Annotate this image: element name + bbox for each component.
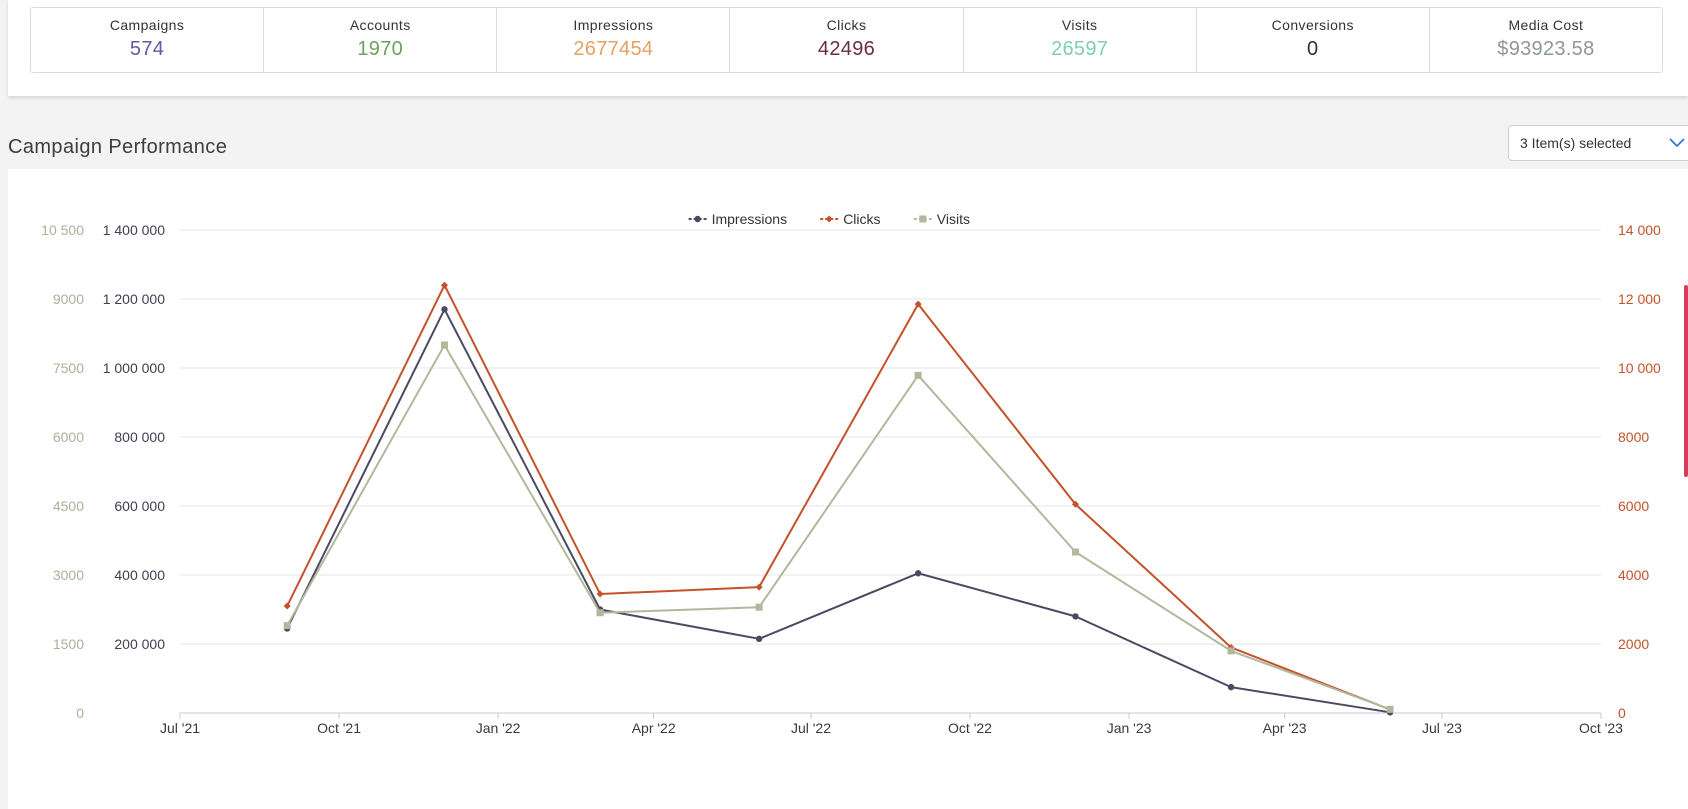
y-left-inner-tick-label: 1 400 000 — [103, 222, 165, 238]
series-line-impressions — [286, 308, 1391, 714]
campaign-performance-chart-panel: Jul '21 Oct '21 Jan '22 Apr '22 Jul '22 Oct '… — [8, 169, 1688, 809]
y-left-outer-tick-label: 10 500 — [41, 222, 84, 238]
kpi-impressions: Impressions 2677454 — [497, 8, 731, 72]
series-select-label: 3 Item(s) selected — [1520, 135, 1632, 151]
kpi-value: 26597 — [1051, 38, 1109, 60]
kpi-visits: Visits 26597 — [964, 8, 1197, 72]
kpi-media-cost: Media Cost $93923.58 — [1430, 8, 1662, 72]
y-right-tick-label: 14 000 — [1618, 222, 1661, 238]
x-tick-label: Oct '22 — [948, 720, 992, 736]
x-tick-label: Oct '21 — [317, 720, 361, 736]
kpi-label: Impressions — [573, 17, 654, 33]
kpi-label: Accounts — [349, 17, 411, 33]
legend-marker-clicks — [825, 215, 833, 223]
data-point-visits — [1071, 548, 1079, 556]
data-point-clicks — [914, 300, 922, 308]
y-left-inner-tick-label: 400 000 — [114, 567, 165, 583]
section-title: Campaign Performance — [8, 136, 228, 158]
chevron-down-icon — [1669, 138, 1685, 148]
kpi-value: 42496 — [817, 38, 876, 60]
kpi-label: Media Cost — [1508, 17, 1584, 33]
data-point-clicks — [755, 583, 763, 591]
y-right-tick-label: 2000 — [1618, 636, 1649, 652]
y-left-inner-tick-label: 1 000 000 — [103, 360, 165, 376]
y-left-outer-tick-label: 0 — [76, 705, 84, 721]
y-left-outer-tick-label: 4500 — [53, 498, 84, 514]
series-line-clicks — [286, 284, 1391, 711]
kpi-label: Conversions — [1271, 17, 1354, 33]
y-left-outer-tick-label: 1500 — [53, 636, 84, 652]
x-tick-label: Jan '22 — [476, 720, 521, 736]
y-left-inner-tick-label: 200 000 — [114, 636, 165, 652]
y-left-outer-tick-label: 3000 — [53, 567, 84, 583]
kpi-label: Clicks — [826, 17, 867, 33]
y-right-tick-label: 12 000 — [1618, 291, 1661, 307]
y-right-tick-label: 10 000 — [1618, 360, 1661, 376]
kpi-value: 0 — [1307, 38, 1319, 60]
data-point-visits — [283, 622, 291, 630]
legend-item-clicks[interactable]: Clicks — [843, 211, 880, 227]
kpi-label: Visits — [1061, 17, 1098, 33]
y-right-tick-label: 8000 — [1618, 429, 1649, 445]
data-point-impressions — [755, 635, 763, 643]
campaign-performance-chart: Jul '21 Oct '21 Jan '22 Apr '22 Jul '22 Oct '… — [41, 211, 1661, 736]
kpi-value: 2677454 — [573, 38, 654, 60]
y-right-tick-label: 6000 — [1618, 498, 1649, 514]
x-tick-label: Jan '23 — [1107, 720, 1152, 736]
data-point-clicks — [283, 602, 291, 610]
kpi-row: Campaigns 574 Accounts 1970 Impressions … — [30, 7, 1663, 73]
data-point-impressions — [441, 306, 448, 313]
series-select-dropdown[interactable]: 3 Item(s) selected — [1508, 125, 1688, 161]
x-tick-label: Oct '23 — [1579, 720, 1623, 736]
kpi-summary-panel: Campaigns 574 Accounts 1970 Impressions … — [8, 0, 1688, 96]
kpi-clicks: Clicks 42496 — [730, 8, 964, 72]
kpi-campaigns: Campaigns 574 — [31, 8, 265, 72]
data-point-visits — [596, 609, 604, 617]
x-tick-label: Jul '23 — [1422, 720, 1462, 736]
data-point-clicks — [596, 590, 604, 598]
data-point-impressions — [1227, 683, 1235, 691]
y-right-tick-label: 4000 — [1618, 567, 1649, 583]
x-tick-label: Jul '22 — [791, 720, 831, 736]
data-point-visits — [1227, 647, 1235, 655]
y-left-inner-tick-label: 600 000 — [114, 498, 165, 514]
legend-item-impressions[interactable]: Impressions — [712, 211, 787, 227]
kpi-label: Campaigns — [109, 17, 185, 33]
kpi-value: $93923.58 — [1497, 38, 1595, 60]
legend-marker-visits — [919, 215, 927, 223]
kpi-accounts: Accounts 1970 — [264, 8, 498, 72]
y-left-outer-tick-label: 7500 — [53, 360, 84, 376]
series-line-visits — [286, 344, 1391, 711]
scrollbar-indicator[interactable] — [1684, 285, 1688, 477]
data-point-visits — [440, 341, 448, 349]
y-right-tick-label: 0 — [1618, 705, 1626, 721]
data-point-impressions — [914, 570, 922, 577]
data-point-impressions — [1072, 613, 1079, 620]
x-tick-label: Jul '21 — [160, 720, 200, 736]
data-point-clicks — [1071, 500, 1079, 508]
x-tick-label: Apr '22 — [632, 720, 676, 736]
data-point-clicks — [440, 281, 448, 289]
legend-marker-impressions — [694, 215, 701, 223]
y-left-inner-tick-label: 800 000 — [114, 429, 165, 445]
data-point-visits — [755, 603, 763, 611]
legend-item-visits[interactable]: Visits — [937, 211, 970, 227]
data-point-visits — [1386, 705, 1394, 713]
x-tick-label: Apr '23 — [1263, 720, 1307, 736]
y-left-outer-tick-label: 6000 — [53, 429, 84, 445]
data-point-visits — [914, 371, 922, 379]
kpi-value: 1970 — [357, 38, 404, 60]
y-left-outer-tick-label: 9000 — [53, 291, 84, 307]
kpi-conversions: Conversions 0 — [1197, 8, 1430, 72]
kpi-value: 574 — [129, 38, 165, 60]
y-left-inner-tick-label: 1 200 000 — [103, 291, 165, 307]
